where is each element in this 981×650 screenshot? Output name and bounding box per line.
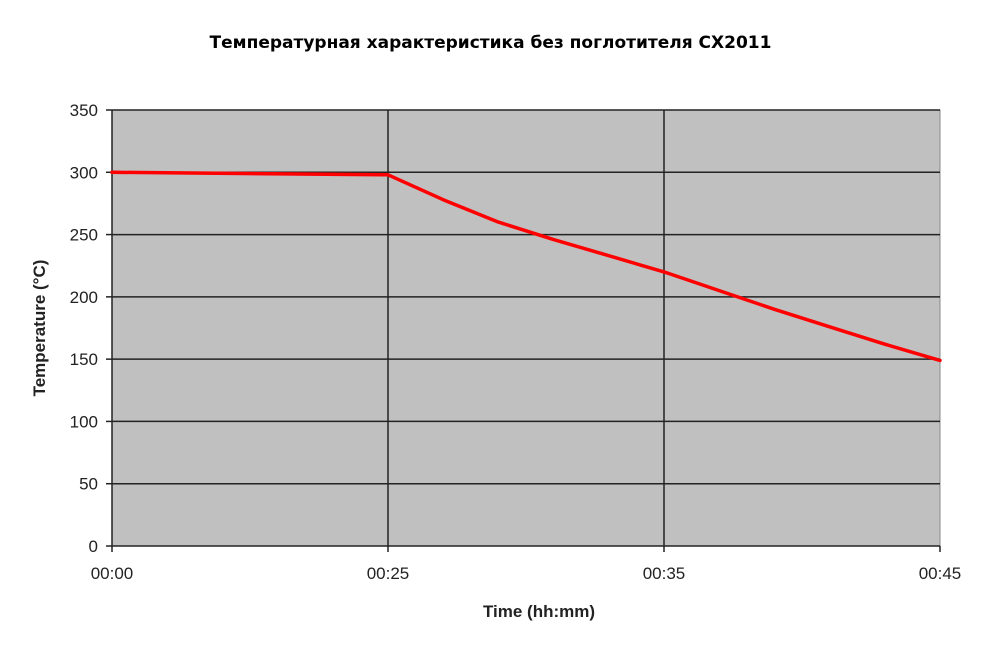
y-axis-title: Temperature (°C) — [30, 260, 49, 397]
y-tick-label: 250 — [70, 226, 98, 245]
plot-area — [111, 109, 941, 547]
x-tick-label: 00:45 — [919, 564, 962, 583]
x-tick-label: 00:00 — [91, 564, 134, 583]
y-tick-label: 200 — [70, 288, 98, 307]
y-tick-label: 100 — [70, 412, 98, 431]
x-axis-title: Time (hh:mm) — [483, 602, 595, 621]
y-tick-label: 300 — [70, 163, 98, 182]
y-axis-ticks: 0 50 100 150 200 250 300 350 — [70, 101, 112, 556]
vertical-gridlines — [387, 110, 665, 546]
y-tick-label: 150 — [70, 350, 98, 369]
horizontal-gridlines — [112, 109, 940, 485]
x-tick-label: 00:25 — [367, 564, 410, 583]
y-tick-label: 50 — [79, 475, 98, 494]
y-tick-label: 350 — [70, 101, 98, 120]
series-temperature-line — [110, 170, 942, 363]
y-tick-label: 0 — [89, 537, 98, 556]
chart-title: Температурная характеристика без поглоти… — [209, 33, 772, 53]
x-tick-label: 00:35 — [643, 564, 686, 583]
x-axis-ticks: 00:00 00:25 00:35 00:45 — [91, 546, 962, 583]
